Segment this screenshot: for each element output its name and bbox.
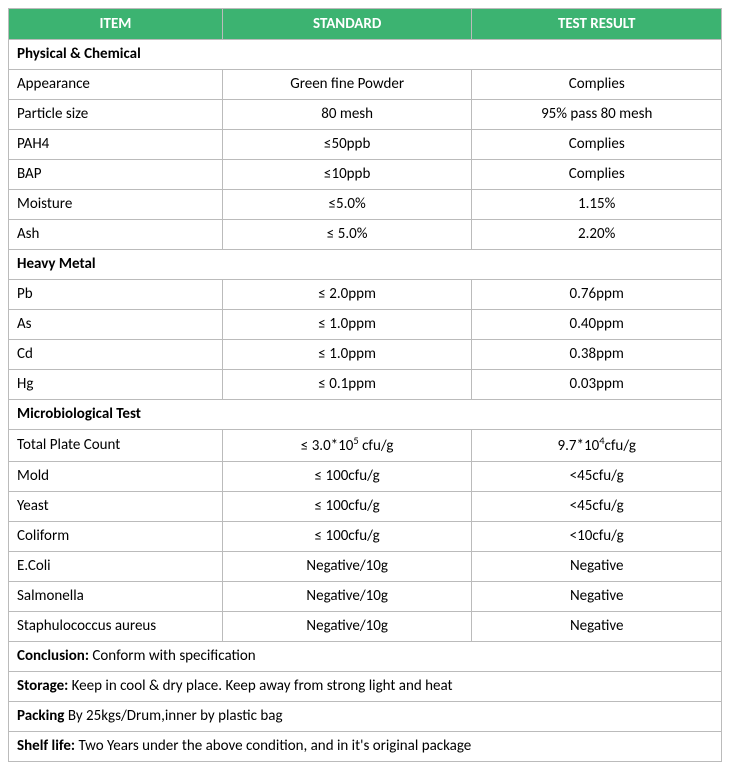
cell-result: 95% pass 80 mesh xyxy=(472,100,722,130)
footer-text: Conform with specification xyxy=(89,647,256,665)
table-body: Physical & ChemicalAppearanceGreen fine … xyxy=(9,40,722,762)
table-row: Staphulococcus aureusNegative/10gNegativ… xyxy=(9,612,722,642)
cell-standard: ≤ 100cfu/g xyxy=(222,462,472,492)
footer-text: Keep in cool & dry place. Keep away from… xyxy=(68,677,452,695)
cell-result: <45cfu/g xyxy=(472,462,722,492)
cell-standard: ≤ 2.0ppm xyxy=(222,280,472,310)
table-row: PAH4≤50ppbComplies xyxy=(9,130,722,160)
cell-item: E.Coli xyxy=(9,552,223,582)
table-header: ITEM STANDARD TEST RESULT xyxy=(9,9,722,40)
cell-result: 9.7*104cfu/g xyxy=(472,430,722,462)
cell-standard: 80 mesh xyxy=(222,100,472,130)
section-header: Heavy Metal xyxy=(9,250,722,280)
cell-standard: ≤ 0.1ppm xyxy=(222,370,472,400)
cell-item: Salmonella xyxy=(9,582,223,612)
footer-label: Conclusion: xyxy=(17,647,89,665)
cell-item: Mold xyxy=(9,462,223,492)
cell-result: Complies xyxy=(472,160,722,190)
footer-cell: Packing By 25kgs/Drum,inner by plastic b… xyxy=(9,702,722,732)
cell-result: 0.03ppm xyxy=(472,370,722,400)
footer-row: Conclusion: Conform with specification xyxy=(9,642,722,672)
cell-standard: ≤ 3.0*105 cfu/g xyxy=(222,430,472,462)
cell-standard: Green fine Powder xyxy=(222,70,472,100)
section-title: Physical & Chemical xyxy=(9,40,722,70)
table-row: AppearanceGreen fine PowderComplies xyxy=(9,70,722,100)
section-header: Physical & Chemical xyxy=(9,40,722,70)
cell-item: PAH4 xyxy=(9,130,223,160)
cell-standard: ≤ 1.0ppm xyxy=(222,340,472,370)
cell-item: Staphulococcus aureus xyxy=(9,612,223,642)
cell-result: 0.38ppm xyxy=(472,340,722,370)
cell-item: As xyxy=(9,310,223,340)
cell-standard: ≤10ppb xyxy=(222,160,472,190)
cell-result: <45cfu/g xyxy=(472,492,722,522)
cell-result: Negative xyxy=(472,552,722,582)
table-row: Total Plate Count≤ 3.0*105 cfu/g9.7*104c… xyxy=(9,430,722,462)
footer-cell: Shelf life: Two Years under the above co… xyxy=(9,732,722,762)
table-row: Mold≤ 100cfu/g<45cfu/g xyxy=(9,462,722,492)
cell-result: Negative xyxy=(472,612,722,642)
footer-row: Storage: Keep in cool & dry place. Keep … xyxy=(9,672,722,702)
cell-standard: Negative/10g xyxy=(222,552,472,582)
cell-result: Negative xyxy=(472,582,722,612)
cell-result: Complies xyxy=(472,70,722,100)
cell-item: Ash xyxy=(9,220,223,250)
footer-cell: Storage: Keep in cool & dry place. Keep … xyxy=(9,672,722,702)
col-header-standard: STANDARD xyxy=(222,9,472,40)
cell-result: 2.20% xyxy=(472,220,722,250)
cell-standard: ≤50ppb xyxy=(222,130,472,160)
table-row: Moisture≤5.0%1.15% xyxy=(9,190,722,220)
cell-result: 0.40ppm xyxy=(472,310,722,340)
cell-item: Moisture xyxy=(9,190,223,220)
section-header: Microbiological Test xyxy=(9,400,722,430)
cell-item: Yeast xyxy=(9,492,223,522)
cell-item: Coliform xyxy=(9,522,223,552)
cell-result: 1.15% xyxy=(472,190,722,220)
footer-row: Packing By 25kgs/Drum,inner by plastic b… xyxy=(9,702,722,732)
cell-standard: Negative/10g xyxy=(222,612,472,642)
cell-result: <10cfu/g xyxy=(472,522,722,552)
table-row: Yeast≤ 100cfu/g<45cfu/g xyxy=(9,492,722,522)
cell-item: Cd xyxy=(9,340,223,370)
footer-text: By 25kgs/Drum,inner by plastic bag xyxy=(64,707,282,725)
section-title: Heavy Metal xyxy=(9,250,722,280)
footer-text: Two Years under the above condition, and… xyxy=(75,737,471,755)
table-row: Cd≤ 1.0ppm0.38ppm xyxy=(9,340,722,370)
cell-result: Complies xyxy=(472,130,722,160)
cell-item: Hg xyxy=(9,370,223,400)
cell-item: Total Plate Count xyxy=(9,430,223,462)
cell-item: Particle size xyxy=(9,100,223,130)
table-row: Pb≤ 2.0ppm0.76ppm xyxy=(9,280,722,310)
table-row: E.ColiNegative/10gNegative xyxy=(9,552,722,582)
footer-label: Shelf life: xyxy=(17,737,75,755)
cell-standard: ≤ 100cfu/g xyxy=(222,492,472,522)
cell-item: Appearance xyxy=(9,70,223,100)
cell-standard: ≤ 1.0ppm xyxy=(222,310,472,340)
footer-row: Shelf life: Two Years under the above co… xyxy=(9,732,722,762)
table-row: Coliform≤ 100cfu/g<10cfu/g xyxy=(9,522,722,552)
spec-table: ITEM STANDARD TEST RESULT Physical & Che… xyxy=(8,8,722,762)
cell-item: BAP xyxy=(9,160,223,190)
table-row: Particle size80 mesh95% pass 80 mesh xyxy=(9,100,722,130)
table-row: As≤ 1.0ppm0.40ppm xyxy=(9,310,722,340)
cell-standard: Negative/10g xyxy=(222,582,472,612)
col-header-result: TEST RESULT xyxy=(472,9,722,40)
table-row: BAP≤10ppbComplies xyxy=(9,160,722,190)
table-row: Hg≤ 0.1ppm0.03ppm xyxy=(9,370,722,400)
cell-standard: ≤ 5.0% xyxy=(222,220,472,250)
table-row: Ash≤ 5.0%2.20% xyxy=(9,220,722,250)
col-header-item: ITEM xyxy=(9,9,223,40)
cell-standard: ≤ 100cfu/g xyxy=(222,522,472,552)
footer-label: Packing xyxy=(17,707,64,725)
table-row: SalmonellaNegative/10gNegative xyxy=(9,582,722,612)
section-title: Microbiological Test xyxy=(9,400,722,430)
footer-cell: Conclusion: Conform with specification xyxy=(9,642,722,672)
cell-result: 0.76ppm xyxy=(472,280,722,310)
cell-item: Pb xyxy=(9,280,223,310)
footer-label: Storage: xyxy=(17,677,68,695)
cell-standard: ≤5.0% xyxy=(222,190,472,220)
